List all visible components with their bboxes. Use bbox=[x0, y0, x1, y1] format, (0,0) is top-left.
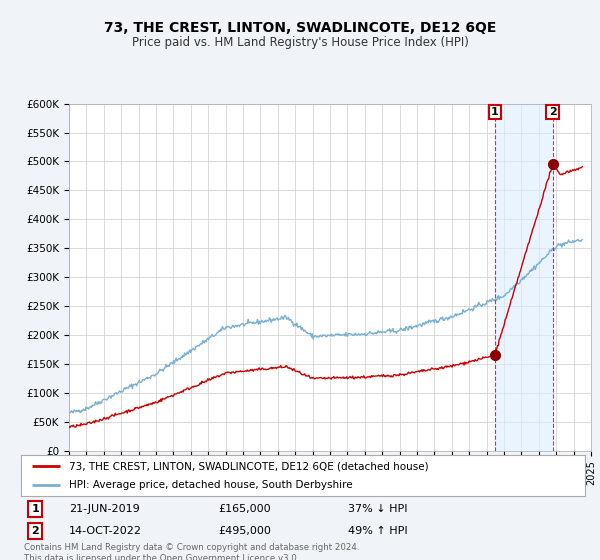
Text: 37% ↓ HPI: 37% ↓ HPI bbox=[348, 504, 407, 514]
Text: 2: 2 bbox=[31, 526, 39, 536]
Text: 73, THE CREST, LINTON, SWADLINCOTE, DE12 6QE (detached house): 73, THE CREST, LINTON, SWADLINCOTE, DE12… bbox=[69, 461, 428, 471]
Text: 1: 1 bbox=[31, 504, 39, 514]
Text: 49% ↑ HPI: 49% ↑ HPI bbox=[348, 526, 408, 536]
Text: £495,000: £495,000 bbox=[218, 526, 271, 536]
Text: HPI: Average price, detached house, South Derbyshire: HPI: Average price, detached house, Sout… bbox=[69, 480, 353, 489]
Text: Price paid vs. HM Land Registry's House Price Index (HPI): Price paid vs. HM Land Registry's House … bbox=[131, 36, 469, 49]
Text: 1: 1 bbox=[491, 107, 499, 117]
Text: 21-JUN-2019: 21-JUN-2019 bbox=[69, 504, 140, 514]
Bar bbox=[495, 104, 553, 451]
Text: 2: 2 bbox=[548, 107, 556, 117]
Text: 14-OCT-2022: 14-OCT-2022 bbox=[69, 526, 142, 536]
Text: Contains HM Land Registry data © Crown copyright and database right 2024.
This d: Contains HM Land Registry data © Crown c… bbox=[24, 543, 359, 560]
Text: 73, THE CREST, LINTON, SWADLINCOTE, DE12 6QE: 73, THE CREST, LINTON, SWADLINCOTE, DE12… bbox=[104, 21, 496, 35]
Text: £165,000: £165,000 bbox=[218, 504, 271, 514]
